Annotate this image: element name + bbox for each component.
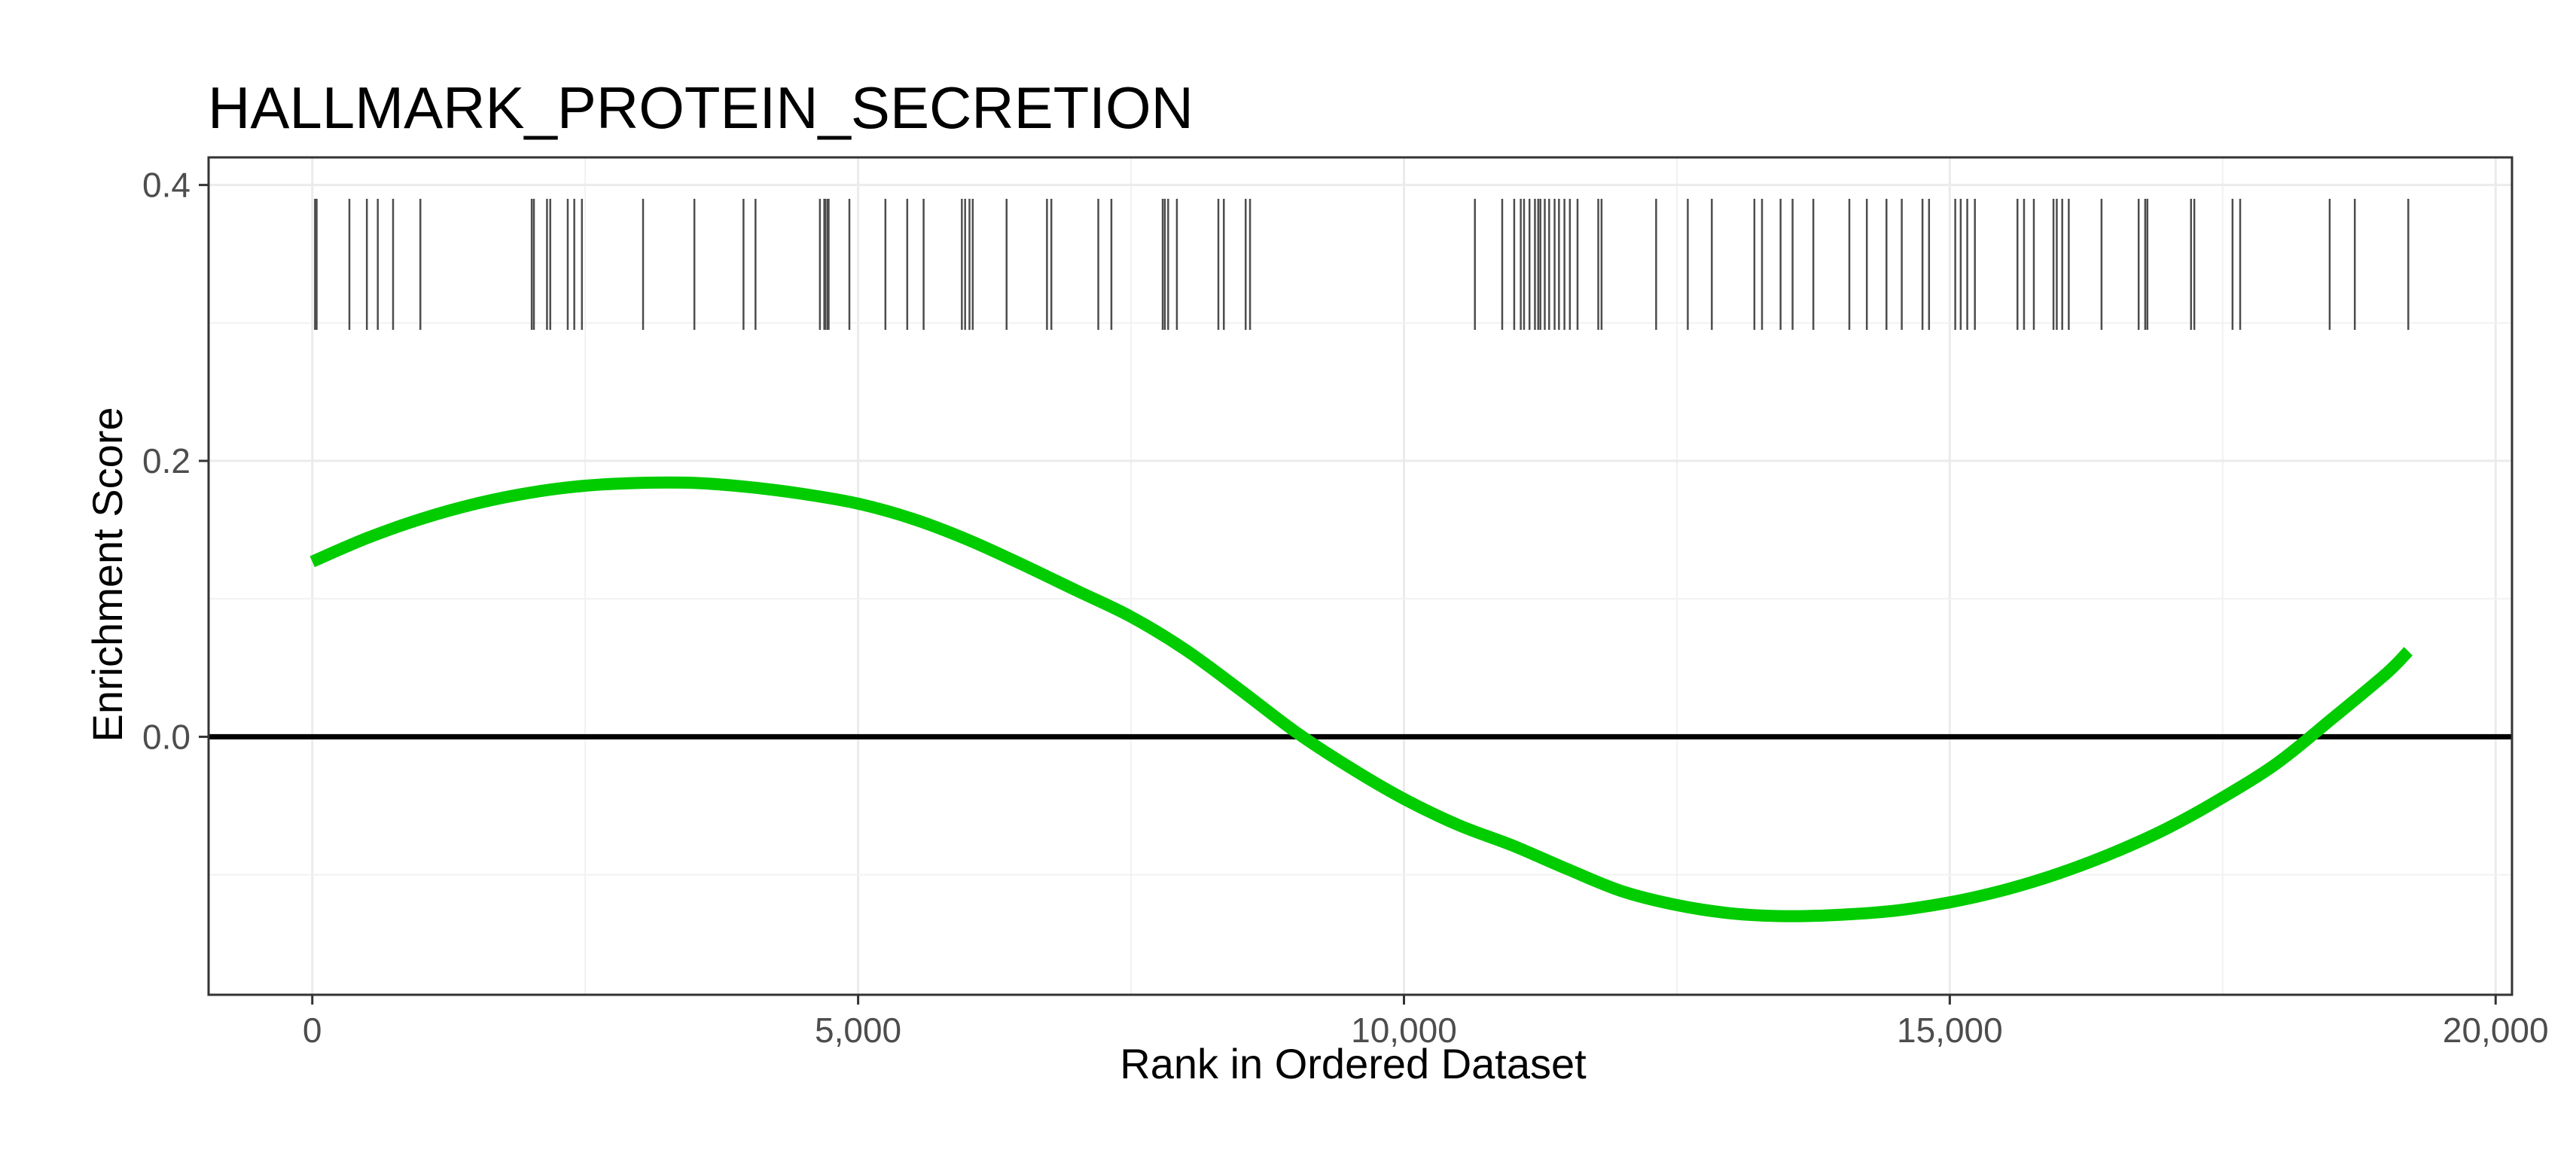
y-axis-title: Enrichment Score (84, 407, 131, 742)
x-axis-title: Rank in Ordered Dataset (1120, 1040, 1587, 1087)
enrichment-score-line (309, 476, 2413, 922)
axes: 0 5,000 10,000 15,000 20,000 0.0 0.2 0.4 (142, 166, 2549, 1050)
y-tick-label: 0.2 (142, 441, 191, 480)
y-tick-label: 0.0 (142, 717, 191, 756)
chart-title: HALLMARK_PROTEIN_SECRETION (208, 75, 1193, 141)
panel-border (207, 156, 2514, 996)
x-tick-label: 0 (303, 1011, 322, 1050)
x-tick-label: 15,000 (1897, 1011, 2003, 1050)
y-tick-label: 0.4 (142, 166, 191, 205)
x-tick-label: 10,000 (1351, 1011, 1457, 1050)
x-tick-label: 20,000 (2443, 1011, 2549, 1050)
x-tick-label: 5,000 (815, 1011, 901, 1050)
gene-hit-ticks (314, 198, 2410, 330)
running-score-series (309, 476, 2413, 922)
